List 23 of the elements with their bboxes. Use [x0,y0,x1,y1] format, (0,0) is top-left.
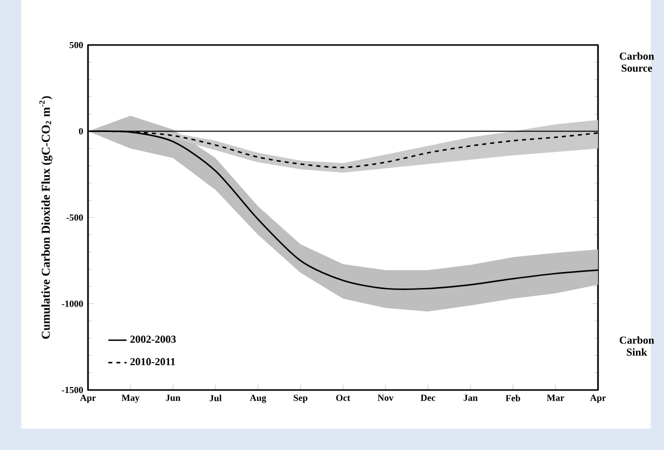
x-tick-label: Oct [336,394,350,401]
text: Carbon Sink [620,336,654,356]
y-tick-label: 0 [78,128,83,134]
y-tick-label: -1500 [62,386,83,394]
x-tick-label: Apr [80,394,96,403]
x-tick-label: Feb [506,394,520,402]
x-tick-label: Mar [546,394,564,401]
y-axis-title: Cumulative Carbon Dioxide Flux (gC-CO$_{2}$ m$^{-2}$) [39,96,52,339]
legend-label: 2010-2011 [130,358,175,366]
y-tick-label: -1000 [62,300,83,307]
x-tick-label: Sep [294,394,308,403]
y-tick-label: 500 [70,42,83,48]
y-tick-label: -500 [66,214,83,221]
x-tick-label: Jun [166,394,180,401]
x-tick-label: May [122,394,140,403]
x-tick-label: Jan [464,394,478,401]
x-tick-label: Dec [420,394,436,401]
x-tick-label: Nov [378,394,394,401]
x-tick-label: Jul [210,394,222,402]
x-tick-label: Apr [590,394,606,403]
legend-label: 2002-2003 [130,336,176,343]
x-tick-label: Aug [250,394,266,403]
text: Carbon Source [620,52,654,72]
